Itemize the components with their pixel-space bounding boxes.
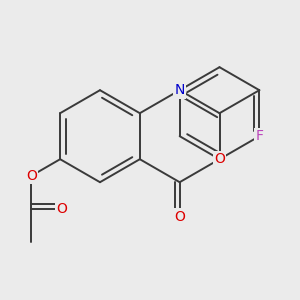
Text: O: O	[214, 152, 225, 166]
Text: F: F	[255, 129, 263, 143]
Text: O: O	[174, 210, 185, 224]
Text: O: O	[26, 169, 37, 183]
Text: N: N	[175, 83, 185, 97]
Text: O: O	[56, 202, 67, 216]
